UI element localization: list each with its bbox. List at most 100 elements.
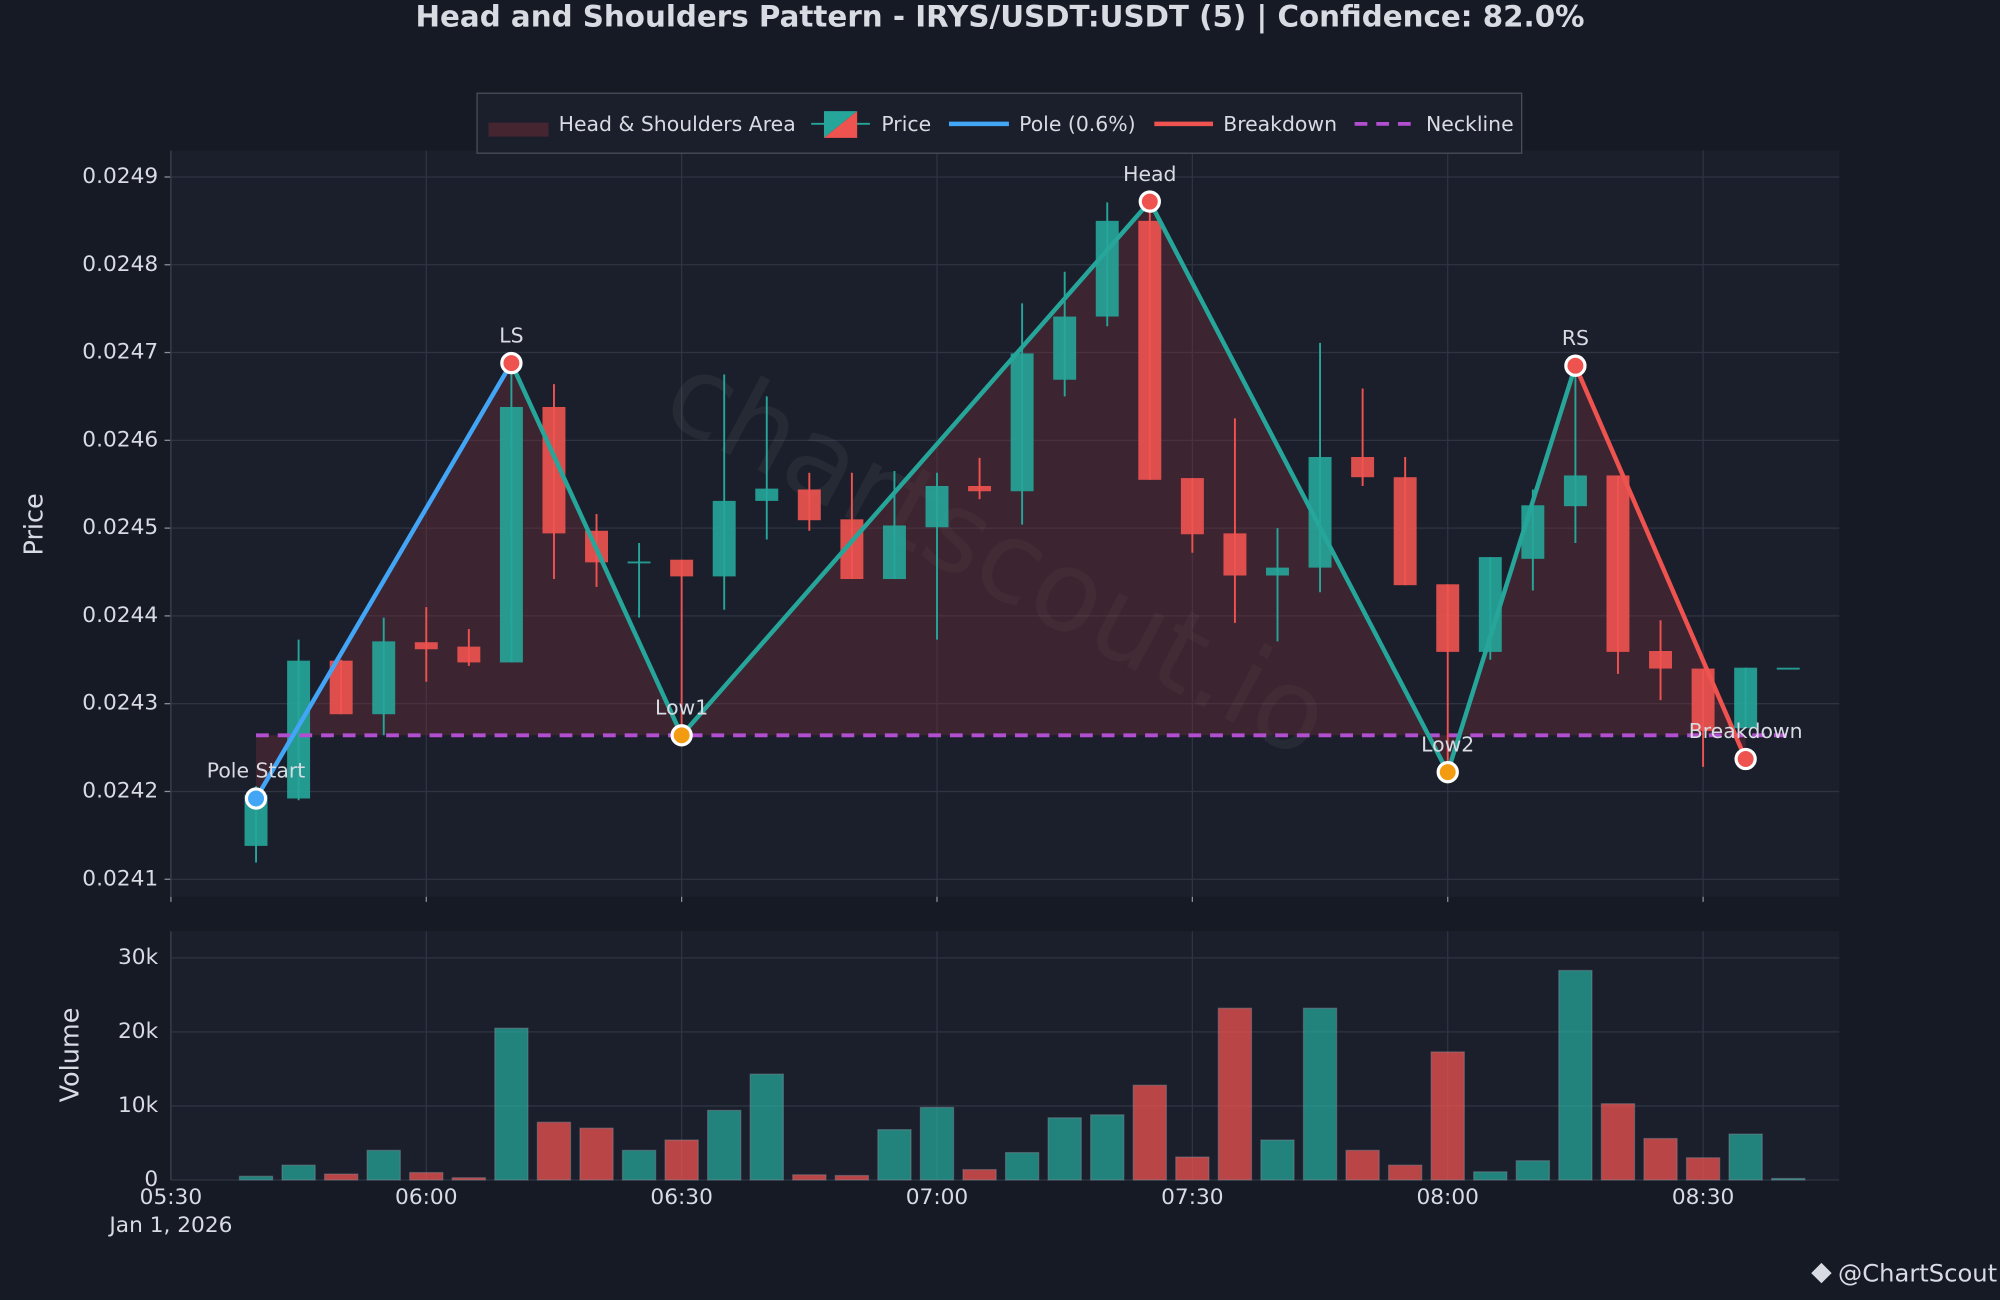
legend: Head & Shoulders Area Price Pole (0.6%) … — [476, 92, 1523, 154]
volume-bar — [1345, 1149, 1380, 1181]
pattern-point — [1138, 190, 1161, 213]
legend-label: Neckline — [1426, 112, 1514, 136]
pattern-point — [670, 724, 693, 747]
pattern-point — [1564, 354, 1587, 377]
legend-label: Head & Shoulders Area — [559, 112, 796, 136]
volume-bar — [281, 1164, 316, 1181]
volume-bar — [323, 1173, 359, 1181]
annotation-label: RS — [1562, 326, 1589, 350]
y-tick-label: 0.0244 — [82, 603, 158, 628]
candle-body — [1478, 557, 1502, 652]
y-tick-label: 0.0245 — [82, 515, 158, 540]
candle-body — [457, 646, 481, 663]
volume-bar — [1132, 1084, 1168, 1181]
volume-bar — [706, 1109, 742, 1181]
volume-bar — [1047, 1117, 1082, 1181]
x-date-label: Jan 1, 2026 — [107, 1213, 232, 1238]
x-tick-label: 06:00 — [395, 1185, 457, 1210]
candle-body — [670, 559, 694, 577]
volume-bar — [1260, 1139, 1295, 1181]
candle-body — [1734, 667, 1758, 729]
annotation-label: Head — [1123, 162, 1176, 186]
legend-label: Breakdown — [1223, 112, 1337, 136]
volume-bar — [1175, 1156, 1210, 1181]
volume-bar — [238, 1175, 274, 1181]
candle-body — [1266, 567, 1289, 576]
x-tick-label: 08:30 — [1672, 1185, 1734, 1210]
y-tick-label: 0 — [144, 1167, 158, 1192]
candle-body — [968, 485, 992, 492]
y-tick-label: 0.0247 — [82, 340, 158, 365]
candle-body — [1180, 478, 1204, 535]
volume-bar — [579, 1127, 614, 1181]
candle-body — [1223, 533, 1247, 576]
volume-bar — [1004, 1151, 1040, 1181]
candle-body — [1095, 220, 1119, 317]
pattern-point — [244, 787, 268, 810]
candle-body — [1436, 584, 1460, 652]
candle-body — [1776, 667, 1800, 670]
y-tick-label: 0.0243 — [82, 691, 158, 716]
volume-bar — [834, 1174, 870, 1181]
volume-bar — [749, 1073, 784, 1181]
volume-bar — [494, 1027, 529, 1181]
volume-bar — [366, 1149, 401, 1181]
candle-body — [1351, 457, 1375, 478]
y-tick-label: 0.0249 — [82, 164, 158, 189]
candle-body — [627, 561, 651, 564]
candle-body — [755, 488, 779, 501]
y-tick-label: 0.0241 — [82, 866, 158, 891]
chart-title: Head and Shoulders Pattern - IRYS/USDT:U… — [415, 0, 1584, 34]
annotation-label: Breakdown — [1689, 719, 1803, 743]
x-tick-label: 07:30 — [1161, 1185, 1223, 1210]
candle-body — [414, 642, 438, 650]
volume-bar — [792, 1174, 827, 1181]
volume-bar — [1473, 1171, 1508, 1181]
y-tick-label: 20k — [118, 1019, 159, 1044]
candle-body — [372, 641, 396, 715]
x-tick-label: 07:00 — [906, 1185, 968, 1210]
volume-bar — [1685, 1157, 1721, 1181]
footer-logo: @ChartScout — [1811, 1259, 1997, 1287]
candle-body — [1053, 316, 1077, 380]
price-panel — [170, 150, 1840, 897]
volume-bar — [1558, 969, 1593, 1181]
volume-bar — [1217, 1007, 1253, 1181]
y-axis-label: Price — [20, 493, 50, 555]
volume-bar — [1430, 1051, 1465, 1181]
volume-bar — [962, 1168, 997, 1181]
pattern-area — [256, 201, 1746, 799]
volume-bar — [877, 1128, 912, 1181]
candle-body — [1691, 668, 1715, 731]
pattern-line — [1573, 364, 1748, 760]
y-tick-label: 0.0242 — [82, 778, 158, 803]
volume-bar — [409, 1171, 444, 1181]
candle-body — [797, 489, 821, 521]
legend-swatch — [488, 122, 549, 137]
x-tick-label: 06:30 — [650, 1185, 712, 1210]
candle-body — [499, 406, 523, 663]
y-tick-label: 0.0246 — [82, 427, 158, 452]
volume-bar — [1770, 1177, 1806, 1181]
pattern-point — [1436, 760, 1459, 784]
logo-icon — [1811, 1262, 1832, 1284]
candle-body — [1138, 220, 1162, 480]
annotation-label: LS — [499, 323, 523, 347]
y-axis-label: Volume — [55, 1008, 85, 1103]
annotation-label: Low1 — [655, 696, 708, 720]
volume-bar — [1387, 1164, 1423, 1181]
volume-bar — [1643, 1137, 1678, 1181]
volume-bar — [1515, 1160, 1551, 1181]
volume-bar — [1600, 1103, 1636, 1181]
annotation-label: Pole Start — [207, 759, 306, 783]
candle-body — [1563, 475, 1587, 507]
legend-label: Price — [881, 112, 931, 136]
candle-body — [1649, 651, 1673, 669]
volume-bar — [1302, 1007, 1338, 1181]
pattern-point — [500, 351, 523, 375]
grid: 0.0241 0.0242 0.0243 0.0244 0.0245 0.0246 0.02… — [82, 150, 1840, 1210]
pattern-line — [254, 361, 514, 800]
annotation-label: Low2 — [1421, 732, 1474, 756]
